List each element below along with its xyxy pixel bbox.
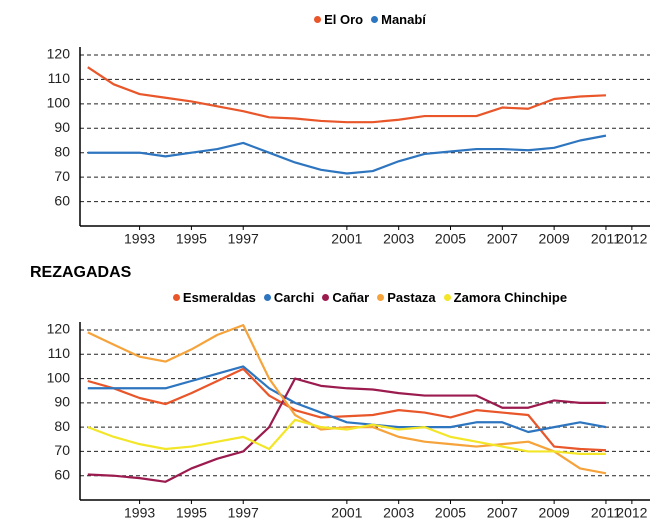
- x-tick-label: 2007: [487, 505, 518, 521]
- legend-item: Pastaza: [377, 290, 436, 305]
- x-tick-label: 2007: [487, 231, 518, 247]
- legend-marker: [371, 16, 379, 23]
- legend-marker: [322, 294, 330, 301]
- x-tick-label: 1997: [228, 505, 259, 521]
- y-tick-label: 70: [54, 168, 70, 184]
- series-line: [87, 367, 607, 452]
- x-tick-label: 1997: [228, 231, 259, 247]
- y-tick-label: 70: [54, 442, 70, 458]
- y-tick-label: 110: [48, 345, 71, 361]
- x-tick-label: 2003: [383, 505, 414, 521]
- x-tick-label: 2011: [591, 231, 621, 247]
- y-tick-label: 100: [47, 369, 71, 385]
- chart-panel: 60 70 80 90 100 110 120 1993 1995 1997 2001 2003 200…: [0, 0, 661, 258]
- legend-label: El Oro: [324, 12, 364, 27]
- x-tick-label: 2001: [331, 231, 362, 247]
- legend-label: Pastaza: [387, 290, 436, 305]
- x-tick-label: 2009: [539, 505, 570, 521]
- series-line: [87, 66, 607, 124]
- chart: 60 70 80 90 100 110 120 1993 1995 1997 2001 2003 200…: [47, 46, 650, 247]
- x-tick-label: 2001: [331, 505, 362, 521]
- legend-item: Zamora Chinchipe: [443, 290, 568, 305]
- chart-panel: REZAGADAS 60 70 80 90 100 110 120 1993 1995 1997 20…: [0, 262, 661, 524]
- legend: El Oro Manabí: [80, 12, 660, 27]
- x-tick-label: 2009: [539, 231, 570, 247]
- y-tick-label: 110: [48, 70, 71, 86]
- legend-marker: [263, 294, 271, 301]
- y-tick-label: 80: [54, 418, 70, 434]
- y-tick-label: 60: [54, 192, 70, 208]
- y-tick-label: 90: [54, 119, 70, 135]
- chart-title: REZAGADAS: [30, 264, 132, 281]
- series-line: [87, 365, 607, 434]
- series-line: [87, 418, 606, 455]
- x-tick-label: 1993: [124, 231, 155, 247]
- x-tick-label: 2012: [616, 505, 647, 521]
- y-tick-label: 60: [54, 466, 70, 482]
- legend-item: Manabí: [371, 12, 426, 27]
- x-tick-label: 2005: [435, 505, 466, 521]
- series-line: [87, 377, 606, 483]
- series-line: [87, 134, 607, 175]
- x-tick-label: 2011: [591, 505, 621, 521]
- y-tick-label: 100: [47, 95, 71, 111]
- x-tick-label: 1993: [124, 505, 155, 521]
- x-tick-label: 2003: [383, 231, 414, 247]
- x-tick-label: 2012: [616, 231, 647, 247]
- y-tick-label: 120: [47, 321, 71, 337]
- legend-label: Zamora Chinchipe: [453, 290, 568, 305]
- x-tick-label: 1995: [176, 231, 207, 247]
- series-line: [87, 324, 607, 475]
- legend-marker: [377, 294, 385, 301]
- y-tick-label: 80: [54, 143, 70, 159]
- legend-marker: [172, 294, 180, 301]
- legend-marker: [443, 294, 451, 301]
- legend-label: Carchi: [273, 290, 315, 305]
- legend: Esmeraldas Carchi Cañar Pastaza Zamora Chinc…: [80, 290, 660, 305]
- legend-marker: [314, 16, 322, 23]
- legend-label: Cañar: [332, 290, 370, 305]
- chart: 60 70 80 90 100 110 120 1993 1995 1997 2001 2003 200…: [47, 321, 650, 521]
- legend-item: Esmeraldas: [172, 290, 256, 305]
- legend-item: Carchi: [263, 290, 315, 305]
- legend-label: Manabí: [381, 12, 426, 27]
- legend-item: El Oro: [314, 12, 363, 27]
- x-tick-label: 1995: [176, 505, 207, 521]
- y-tick-label: 90: [54, 394, 70, 410]
- legend-item: Cañar: [322, 290, 369, 305]
- y-tick-label: 120: [47, 46, 71, 62]
- legend-label: Esmeraldas: [182, 290, 256, 305]
- x-tick-label: 2005: [435, 231, 466, 247]
